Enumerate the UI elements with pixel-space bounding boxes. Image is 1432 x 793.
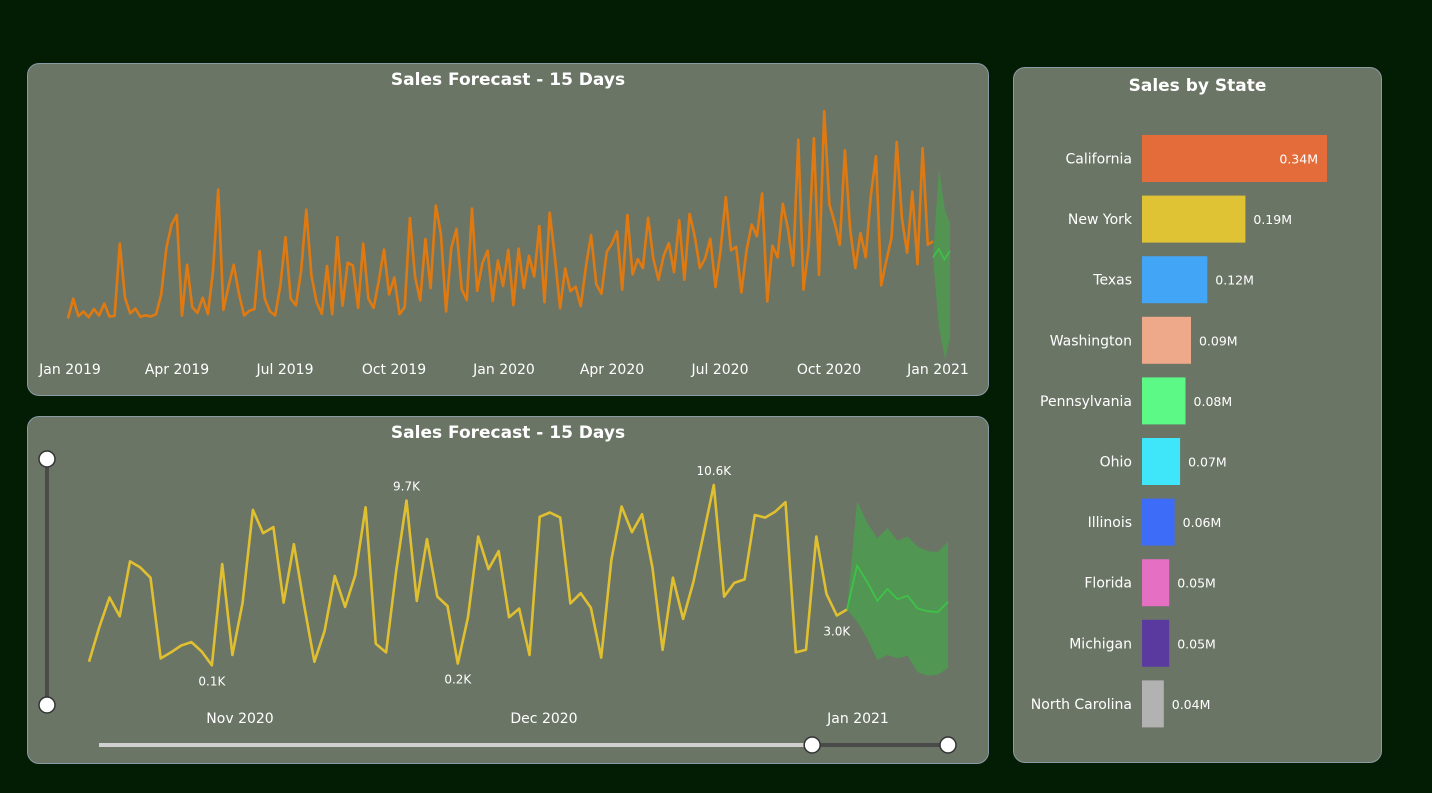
state-label: Texas [1092,273,1132,289]
bar-value-label: 0.19M [1253,212,1292,227]
data-label: 9.7K [393,479,421,493]
x-tick-label: Dec 2020 [510,711,577,727]
state-label: Florida [1084,576,1132,592]
x-tick-label: Jan 2019 [38,362,101,378]
state-bar[interactable] [1142,195,1246,243]
state-label: Washington [1050,333,1132,349]
y-range-slider-top-handle[interactable] [38,450,56,468]
bar-value-label: 0.05M [1177,636,1216,651]
x-range-slider-end-handle[interactable] [939,736,957,754]
x-tick-label: Jul 2020 [691,362,749,378]
chart-title: Sales Forecast - 15 Days [390,70,626,90]
bar-value-label: 0.09M [1199,333,1238,348]
x-tick-label: Apr 2019 [145,362,209,378]
state-bar[interactable] [1142,498,1175,546]
data-label: 0.1K [198,674,226,688]
x-tick-label: Nov 2020 [206,711,273,727]
sales-forecast-zoomed-panel: Sales Forecast - 15 Days 0.1K 9.7K 0.2K 10.… [27,416,989,764]
bar-value-label: 0.06M [1183,515,1222,530]
overview-line-chart: Jan 2019 Apr 2019 Jul 2019 Oct 2019 Jan 2020… [38,109,969,378]
state-bar[interactable] [1142,559,1170,607]
data-label: 10.6K [697,464,733,478]
state-label: New York [1068,212,1133,228]
x-tick-label: Jul 2019 [256,362,314,378]
state-bar[interactable] [1142,256,1208,304]
sales-forecast-overview-panel: Sales Forecast - 15 Days Jan 2019 Apr 201… [27,63,989,396]
x-tick-label: Oct 2020 [797,362,861,378]
state-bar-chart: California 0.34M New York 0.19M Texas 0.12M Wa… [1031,135,1327,728]
data-label: 3.0K [823,624,851,638]
forecast-band [847,501,948,676]
bar-value-label: 0.07M [1188,455,1227,470]
state-bar[interactable] [1142,438,1181,485]
x-range-slider-start-handle[interactable] [803,736,821,754]
forecast-line [846,563,949,614]
x-tick-label: Jan 2021 [906,362,969,378]
bar-value-label: 0.08M [1194,394,1233,409]
x-tick-label: Apr 2020 [580,362,644,378]
state-label: Pennsylvania [1040,394,1132,410]
forecast-band [933,168,950,360]
x-tick-label: Jan 2020 [472,362,535,378]
state-label: Ohio [1100,455,1132,471]
zoomed-line-chart: 0.1K 9.7K 0.2K 10.6K 3.0K Nov 2020 Dec 2020 Jan… [38,450,957,754]
state-bar[interactable] [1142,377,1186,425]
y-range-slider-bottom-handle[interactable] [38,696,56,714]
bar-value-label: 0.12M [1215,273,1254,288]
state-label: California [1066,152,1132,168]
bar-value-label: 0.05M [1177,576,1216,591]
state-bar[interactable] [1142,316,1191,364]
data-label: 0.2K [444,673,472,687]
chart-title: Sales Forecast - 15 Days [390,423,626,443]
bar-value-label: 0.34M [1279,152,1318,167]
state-label: North Carolina [1031,697,1132,713]
sales-by-state-panel: Sales by State California 0.34M New York 0.… [1013,67,1382,763]
state-label: Michigan [1069,636,1132,652]
bar-value-label: 0.04M [1172,697,1211,712]
forecast-line [932,247,951,262]
x-tick-label: Oct 2019 [362,362,426,378]
x-tick-label: Jan 2021 [826,711,889,727]
actual-sales-line [66,109,934,319]
state-label: Illinois [1088,515,1132,531]
state-bar[interactable] [1142,619,1170,667]
state-bar[interactable] [1142,680,1164,728]
state-bar[interactable] [1142,135,1327,182]
chart-title: Sales by State [1128,76,1267,96]
actual-sales-line [87,483,848,667]
